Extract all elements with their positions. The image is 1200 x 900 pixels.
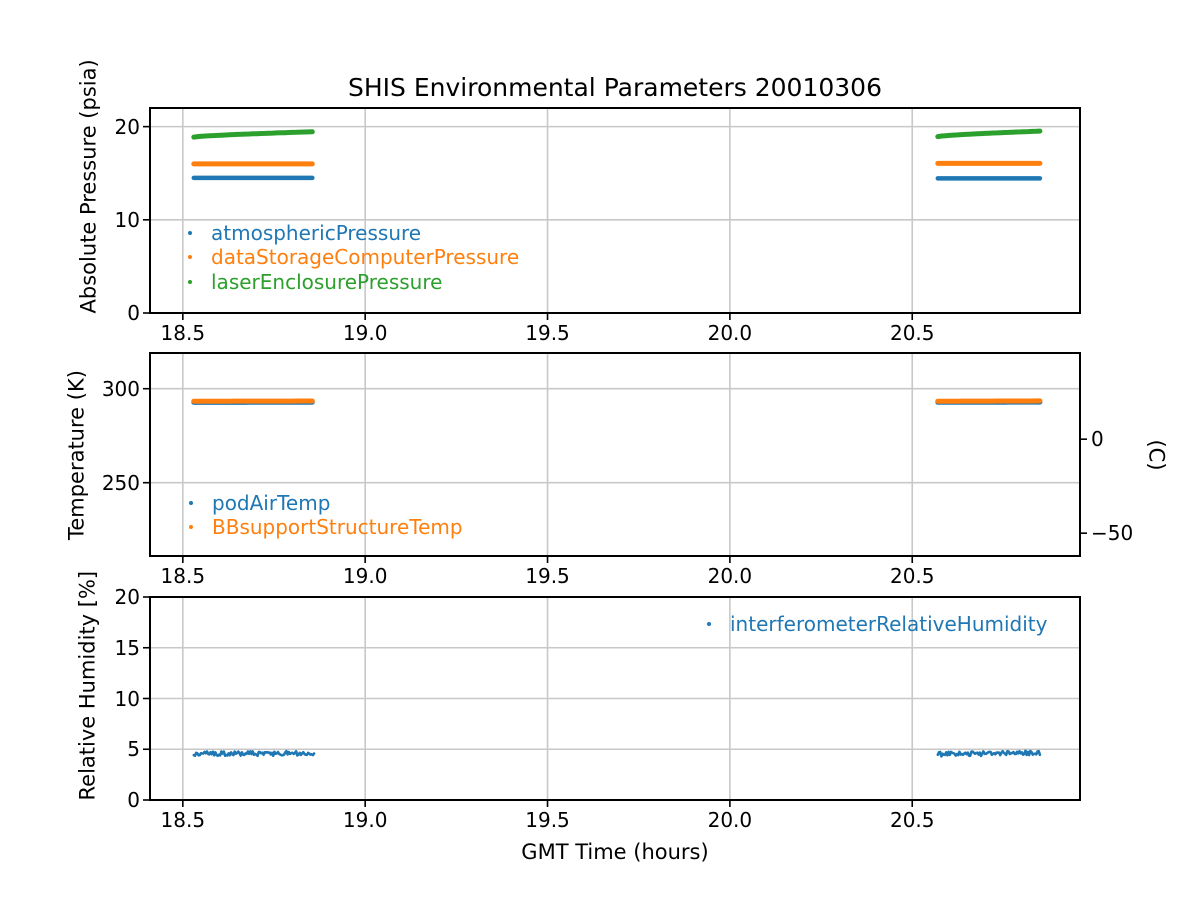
x-tick-label: 19.0 <box>342 321 388 345</box>
legend-label: laserEnclosurePressure <box>211 269 443 294</box>
x-tick-label: 20.5 <box>889 321 935 345</box>
legend-label: atmosphericPressure <box>211 220 422 245</box>
legend-label: interferometerRelativeHumidity <box>730 611 1048 636</box>
right-y-tick-label: 0 <box>1091 427 1104 452</box>
y-tick-label: 10 <box>114 686 140 711</box>
legend-pressure: atmosphericPressure dataStorageComputerP… <box>186 221 519 295</box>
x-tick-label: 18.5 <box>160 564 206 588</box>
x-tick-label: 19.5 <box>525 321 570 345</box>
legend-item: interferometerRelativeHumidity <box>705 612 1047 637</box>
y-tick-label: 5 <box>127 737 140 762</box>
legend-marker-icon <box>189 525 193 530</box>
legend-item: BBsupportStructureTemp <box>187 515 463 540</box>
legend-marker-icon <box>189 500 193 505</box>
legend-item: podAirTemp <box>187 491 463 516</box>
x-tick-label: 20.0 <box>707 321 753 345</box>
figure-title: SHIS Environmental Parameters 20010306 <box>348 73 882 102</box>
legend-item: dataStorageComputerPressure <box>186 245 519 270</box>
x-tick-label: 20.0 <box>707 564 753 588</box>
legend-label: BBsupportStructureTemp <box>212 515 463 540</box>
legend-item: laserEnclosurePressure <box>186 270 519 295</box>
legend-item: atmosphericPressure <box>186 221 519 246</box>
x-tick-label: 20.0 <box>707 808 753 832</box>
y-tick-label: 20 <box>114 585 140 609</box>
legend-marker-icon <box>188 255 192 260</box>
legend-marker-icon <box>188 279 192 284</box>
x-tick-label: 19.5 <box>525 564 570 588</box>
x-tick-label: 18.5 <box>160 808 206 832</box>
y-tick-label: 250 <box>101 470 140 495</box>
y-tick-label: 10 <box>114 207 140 232</box>
y-tick-label: 300 <box>101 376 140 401</box>
legend-label: podAirTemp <box>212 490 331 515</box>
legend-label: dataStorageComputerPressure <box>211 245 520 270</box>
x-tick-label: 19.0 <box>342 808 388 832</box>
x-tick-label: 19.5 <box>525 808 570 832</box>
y-tick-label: 0 <box>127 788 140 812</box>
legend-marker-icon <box>707 621 711 626</box>
legend-humidity: interferometerRelativeHumidity <box>705 612 1047 637</box>
y-tick-label: 0 <box>127 301 140 325</box>
y-tick-label: 20 <box>114 114 140 139</box>
right-y-tick-label: −50 <box>1091 521 1134 546</box>
x-tick-label: 19.0 <box>342 564 388 588</box>
legend-marker-icon <box>188 230 192 235</box>
legend-temperature: podAirTemp BBsupportStructureTemp <box>187 491 463 540</box>
x-tick-label: 18.5 <box>160 321 206 345</box>
x-tick-label: 20.5 <box>889 564 935 588</box>
x-tick-label: 20.5 <box>889 808 935 832</box>
y-tick-label: 15 <box>114 635 140 660</box>
x-axis-label: GMT Time (hours) <box>521 840 709 864</box>
